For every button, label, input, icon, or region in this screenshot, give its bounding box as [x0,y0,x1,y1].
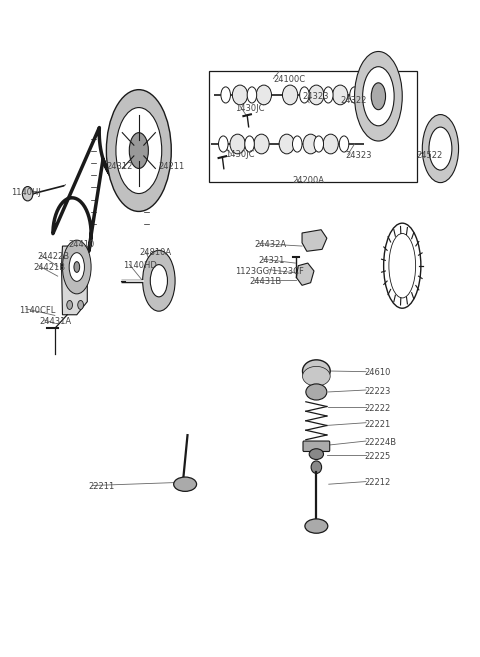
Ellipse shape [311,461,322,474]
Text: 22212: 22212 [364,478,390,487]
Ellipse shape [309,449,324,459]
Text: 1123GG/1123CF: 1123GG/1123CF [235,267,304,275]
Ellipse shape [74,261,80,273]
Text: 24322: 24322 [340,97,367,105]
Ellipse shape [116,108,162,194]
FancyBboxPatch shape [303,441,330,451]
Polygon shape [53,127,156,252]
Ellipse shape [279,134,294,154]
Text: 24100C: 24100C [274,76,306,84]
Ellipse shape [221,87,230,103]
Ellipse shape [303,134,318,154]
Ellipse shape [69,253,84,281]
Ellipse shape [355,51,402,141]
Polygon shape [302,230,327,251]
Text: 1140HJ: 1140HJ [11,188,41,197]
Text: 24323: 24323 [345,151,372,160]
Bar [209,72,417,182]
Text: 24431B: 24431B [250,277,282,286]
Text: 24410: 24410 [68,240,95,249]
Ellipse shape [107,89,171,212]
Ellipse shape [350,87,360,103]
Ellipse shape [429,127,452,170]
Ellipse shape [363,67,394,125]
Text: 22222: 22222 [364,404,390,413]
Ellipse shape [384,223,421,308]
Ellipse shape [232,85,248,105]
Ellipse shape [245,136,254,152]
Ellipse shape [282,85,298,105]
Polygon shape [296,263,314,285]
Text: 1430JC: 1430JC [235,104,265,112]
Text: 1140HD: 1140HD [123,261,157,270]
Ellipse shape [143,250,175,311]
Ellipse shape [300,87,309,103]
Ellipse shape [218,136,228,152]
Ellipse shape [230,134,245,154]
Ellipse shape [78,300,84,309]
Polygon shape [61,246,87,315]
Text: 24200A: 24200A [292,176,324,185]
Ellipse shape [150,265,168,297]
Ellipse shape [129,133,148,168]
Text: 1430JC: 1430JC [225,150,254,159]
Text: 22225: 22225 [364,452,390,461]
Ellipse shape [302,360,330,382]
Ellipse shape [62,240,91,294]
Ellipse shape [256,85,272,105]
Text: 1140CFL: 1140CFL [20,306,56,315]
Text: 22223: 22223 [364,387,390,396]
Text: 24323: 24323 [302,92,328,101]
Ellipse shape [23,187,33,201]
Text: 24432A: 24432A [254,240,287,249]
Text: 24321: 24321 [258,256,285,265]
Ellipse shape [302,367,330,386]
Text: 22221: 22221 [364,420,390,428]
Text: 24211: 24211 [159,162,185,171]
Ellipse shape [306,384,327,400]
Text: 24610: 24610 [364,369,390,378]
Ellipse shape [247,87,257,103]
Ellipse shape [305,519,328,533]
Ellipse shape [292,136,302,152]
Ellipse shape [323,134,338,154]
Ellipse shape [371,83,385,110]
Text: 24421B: 24421B [34,263,66,271]
Ellipse shape [422,114,458,183]
Text: 22224B: 22224B [364,438,396,447]
Text: 24422B: 24422B [37,252,69,261]
Ellipse shape [67,300,72,309]
Text: 24522: 24522 [417,151,443,160]
Ellipse shape [339,136,349,152]
Text: 22211: 22211 [88,482,115,491]
Ellipse shape [174,477,197,491]
Ellipse shape [314,136,324,152]
Text: 24431A: 24431A [39,317,72,326]
Ellipse shape [254,134,269,154]
Ellipse shape [333,85,348,105]
Ellipse shape [309,85,324,105]
Ellipse shape [324,87,333,103]
Text: 24810A: 24810A [140,248,172,257]
Text: 24312: 24312 [107,162,133,171]
